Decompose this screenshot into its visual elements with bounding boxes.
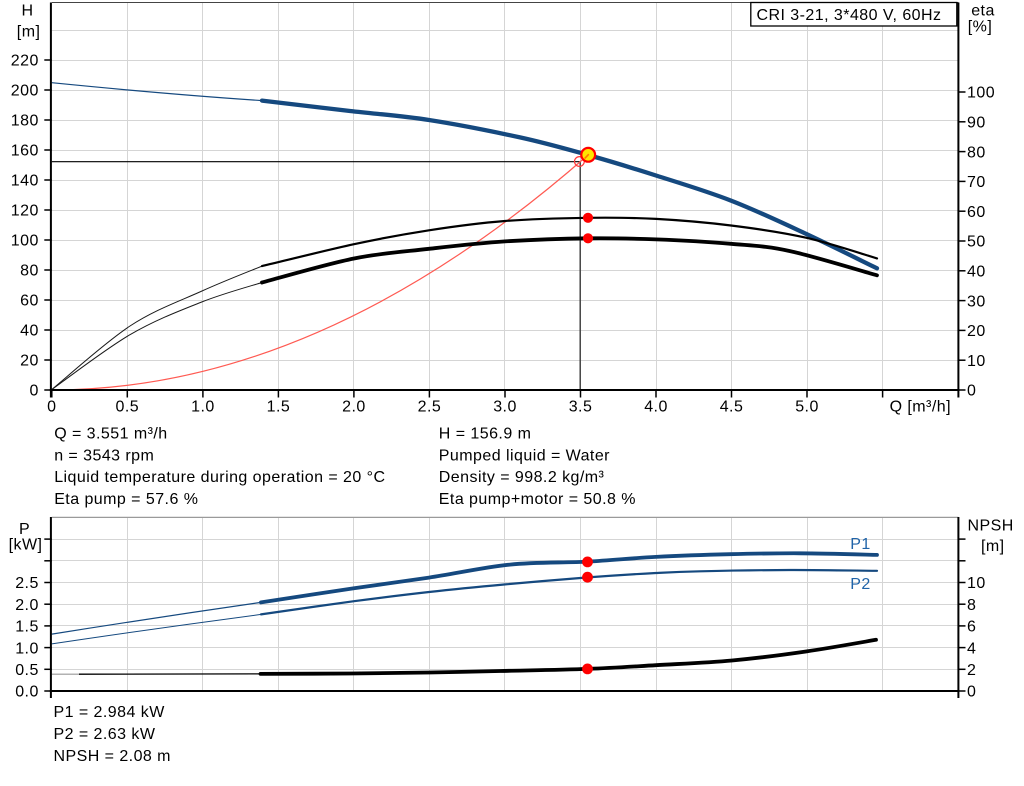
svg-text:100: 100 <box>11 233 39 250</box>
svg-text:8: 8 <box>967 597 976 614</box>
svg-text:P1: P1 <box>850 536 870 553</box>
svg-text:P2: P2 <box>850 576 870 593</box>
svg-text:Liquid temperature during oper: Liquid temperature during operation = 20… <box>54 469 385 486</box>
svg-text:P2 = 2.63 kW: P2 = 2.63 kW <box>54 726 156 743</box>
svg-text:1.0: 1.0 <box>191 398 215 415</box>
svg-text:6: 6 <box>967 619 976 636</box>
svg-text:40: 40 <box>20 323 39 340</box>
svg-text:CRI 3-21, 3*480 V, 60Hz: CRI 3-21, 3*480 V, 60Hz <box>757 7 942 24</box>
svg-text:60: 60 <box>20 293 39 310</box>
svg-text:0.5: 0.5 <box>15 662 39 679</box>
svg-text:[kW]: [kW] <box>9 537 43 554</box>
svg-text:Eta pump = 57.6 %: Eta pump = 57.6 % <box>54 491 198 508</box>
svg-text:10: 10 <box>967 575 986 592</box>
svg-text:0: 0 <box>967 684 976 701</box>
svg-text:n = 3543 rpm: n = 3543 rpm <box>54 447 154 464</box>
svg-text:2.0: 2.0 <box>15 597 39 614</box>
svg-text:70: 70 <box>967 174 986 191</box>
svg-text:Eta pump+motor = 50.8 %: Eta pump+motor = 50.8 % <box>439 491 636 508</box>
svg-text:1.0: 1.0 <box>15 640 39 657</box>
svg-text:0: 0 <box>29 383 38 400</box>
svg-text:5.0: 5.0 <box>795 398 819 415</box>
svg-text:1.5: 1.5 <box>267 398 291 415</box>
svg-text:40: 40 <box>967 264 986 281</box>
svg-text:4.0: 4.0 <box>644 398 668 415</box>
svg-text:3.5: 3.5 <box>569 398 593 415</box>
svg-text:P1 = 2.984 kW: P1 = 2.984 kW <box>54 704 166 721</box>
svg-text:eta: eta <box>971 3 995 20</box>
svg-text:4: 4 <box>967 640 976 657</box>
svg-text:[m]: [m] <box>981 538 1005 555</box>
svg-text:NPSH: NPSH <box>968 518 1014 535</box>
svg-text:0: 0 <box>967 383 976 400</box>
svg-text:50: 50 <box>967 234 986 251</box>
svg-text:Q = 3.551 m³/h: Q = 3.551 m³/h <box>54 426 167 443</box>
svg-text:0: 0 <box>47 398 56 415</box>
svg-text:H = 156.9 m: H = 156.9 m <box>439 426 532 443</box>
svg-text:140: 140 <box>11 173 39 190</box>
svg-text:200: 200 <box>11 83 39 100</box>
svg-text:3.0: 3.0 <box>493 398 517 415</box>
svg-text:10: 10 <box>967 353 986 370</box>
svg-text:220: 220 <box>11 53 39 70</box>
svg-text:180: 180 <box>11 113 39 130</box>
svg-text:2: 2 <box>967 662 976 679</box>
svg-text:0.0: 0.0 <box>15 684 39 701</box>
svg-text:2.0: 2.0 <box>342 398 366 415</box>
svg-text:[%]: [%] <box>968 19 992 36</box>
svg-text:4.5: 4.5 <box>720 398 744 415</box>
svg-text:30: 30 <box>967 293 986 310</box>
svg-text:P: P <box>19 521 30 538</box>
svg-text:[m]: [m] <box>17 23 41 40</box>
svg-text:20: 20 <box>967 323 986 340</box>
svg-text:1.5: 1.5 <box>15 619 39 636</box>
svg-text:Density = 998.2 kg/m³: Density = 998.2 kg/m³ <box>439 469 605 486</box>
svg-text:80: 80 <box>20 263 39 280</box>
svg-text:2.5: 2.5 <box>418 398 442 415</box>
svg-text:2.5: 2.5 <box>15 575 39 592</box>
svg-text:160: 160 <box>11 143 39 160</box>
svg-text:Pumped liquid = Water: Pumped liquid = Water <box>439 447 610 464</box>
svg-text:H: H <box>21 2 33 19</box>
svg-text:120: 120 <box>11 203 39 220</box>
svg-text:0.5: 0.5 <box>116 398 140 415</box>
svg-text:90: 90 <box>967 115 986 132</box>
svg-text:100: 100 <box>967 85 995 102</box>
svg-text:Q [m³/h]: Q [m³/h] <box>890 398 951 415</box>
svg-text:60: 60 <box>967 204 986 221</box>
svg-text:20: 20 <box>20 353 39 370</box>
svg-text:80: 80 <box>967 144 986 161</box>
svg-text:NPSH = 2.08 m: NPSH = 2.08 m <box>54 748 171 765</box>
